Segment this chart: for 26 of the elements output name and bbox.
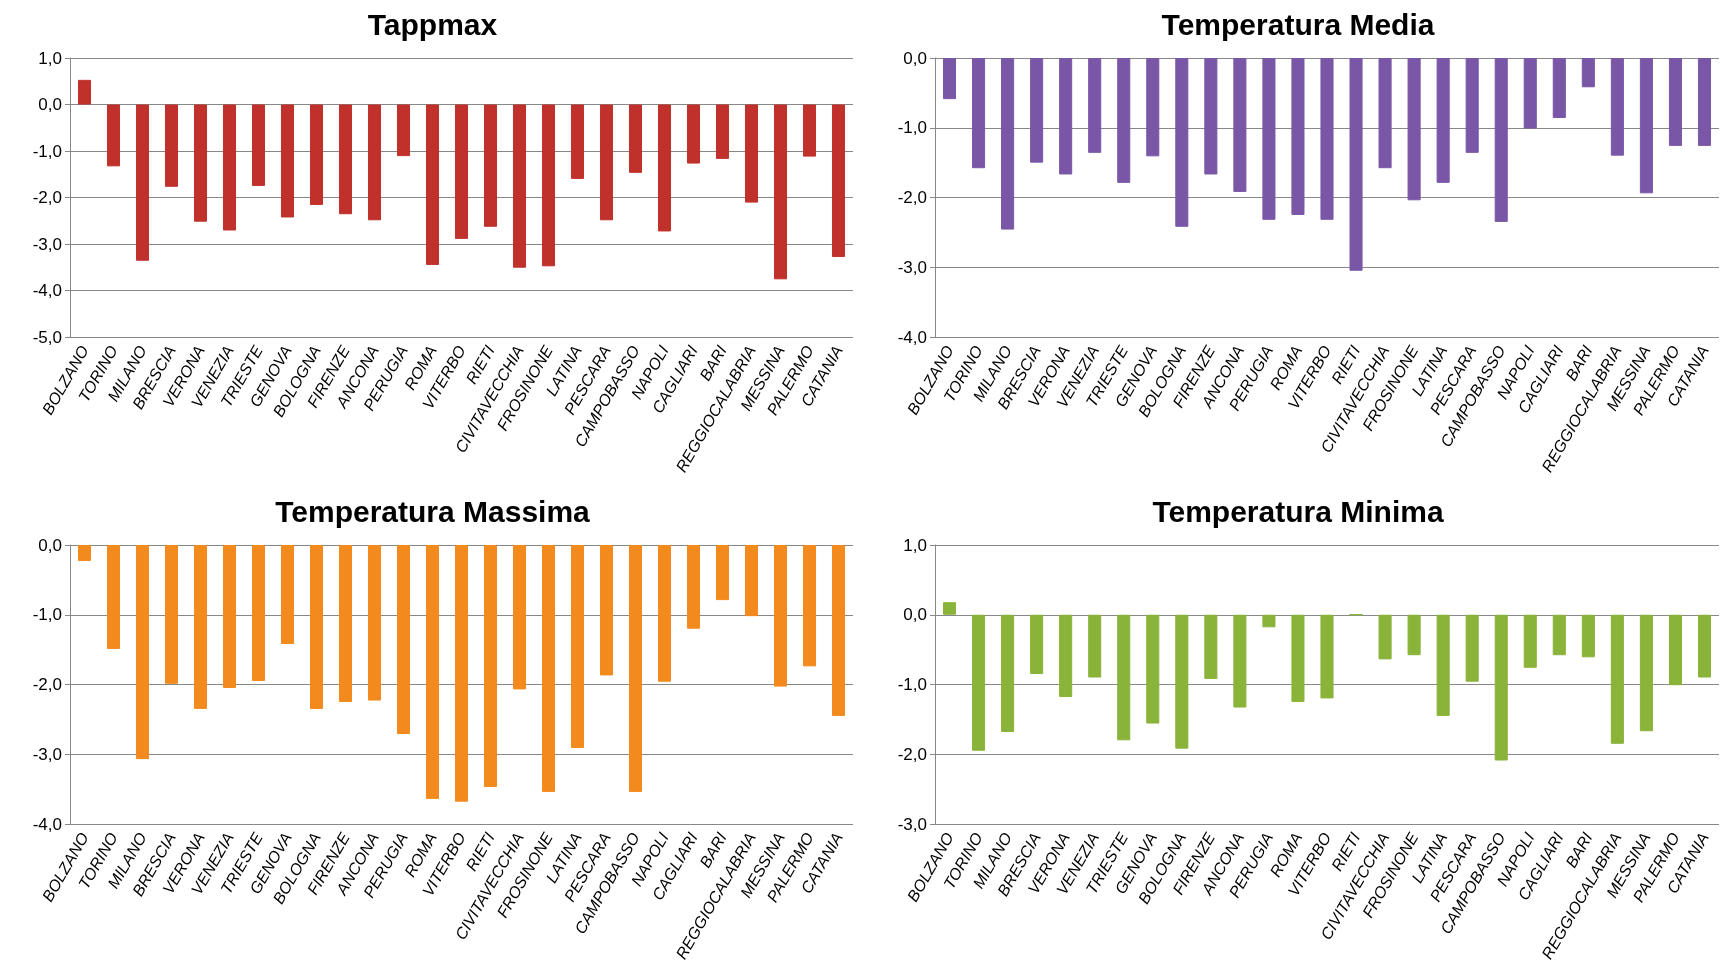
chart-title: Temperatura Massima	[275, 494, 591, 528]
y-tick-label: -2,0	[32, 675, 62, 694]
y-tick-label: -4,0	[32, 814, 62, 834]
y-tick-label: 0,0	[903, 605, 927, 625]
y-tick-label: -2,0	[897, 744, 927, 764]
chart-title: Temperatura Media	[1161, 7, 1435, 41]
y-tick-label: -2,0	[897, 188, 927, 207]
y-tick-label: 0,0	[903, 48, 927, 68]
y-tick-label: 0,0	[38, 95, 62, 114]
y-tick-label: -1,0	[897, 675, 927, 694]
y-tick-label: 0,0	[38, 535, 62, 555]
y-tick-label: 1,0	[903, 535, 927, 555]
y-tick-label: -4,0	[32, 281, 62, 300]
y-tick-label: -1,0	[897, 118, 927, 138]
y-tick-label: -3,0	[897, 257, 927, 277]
y-tick-label: -1,0	[32, 605, 62, 625]
y-tick-label: -3,0	[32, 744, 62, 764]
chart-title: Temperatura Minima	[1152, 494, 1444, 528]
y-tick-label: -1,0	[32, 141, 62, 161]
chart-title: Tappmax	[367, 7, 498, 41]
y-tick-label: -2,0	[32, 188, 62, 207]
y-tick-label: -3,0	[32, 234, 62, 254]
y-tick-label: -5,0	[32, 327, 62, 347]
y-tick-label: -3,0	[897, 814, 927, 834]
y-tick-label: -4,0	[897, 327, 927, 347]
y-tick-label: 1,0	[38, 48, 62, 68]
